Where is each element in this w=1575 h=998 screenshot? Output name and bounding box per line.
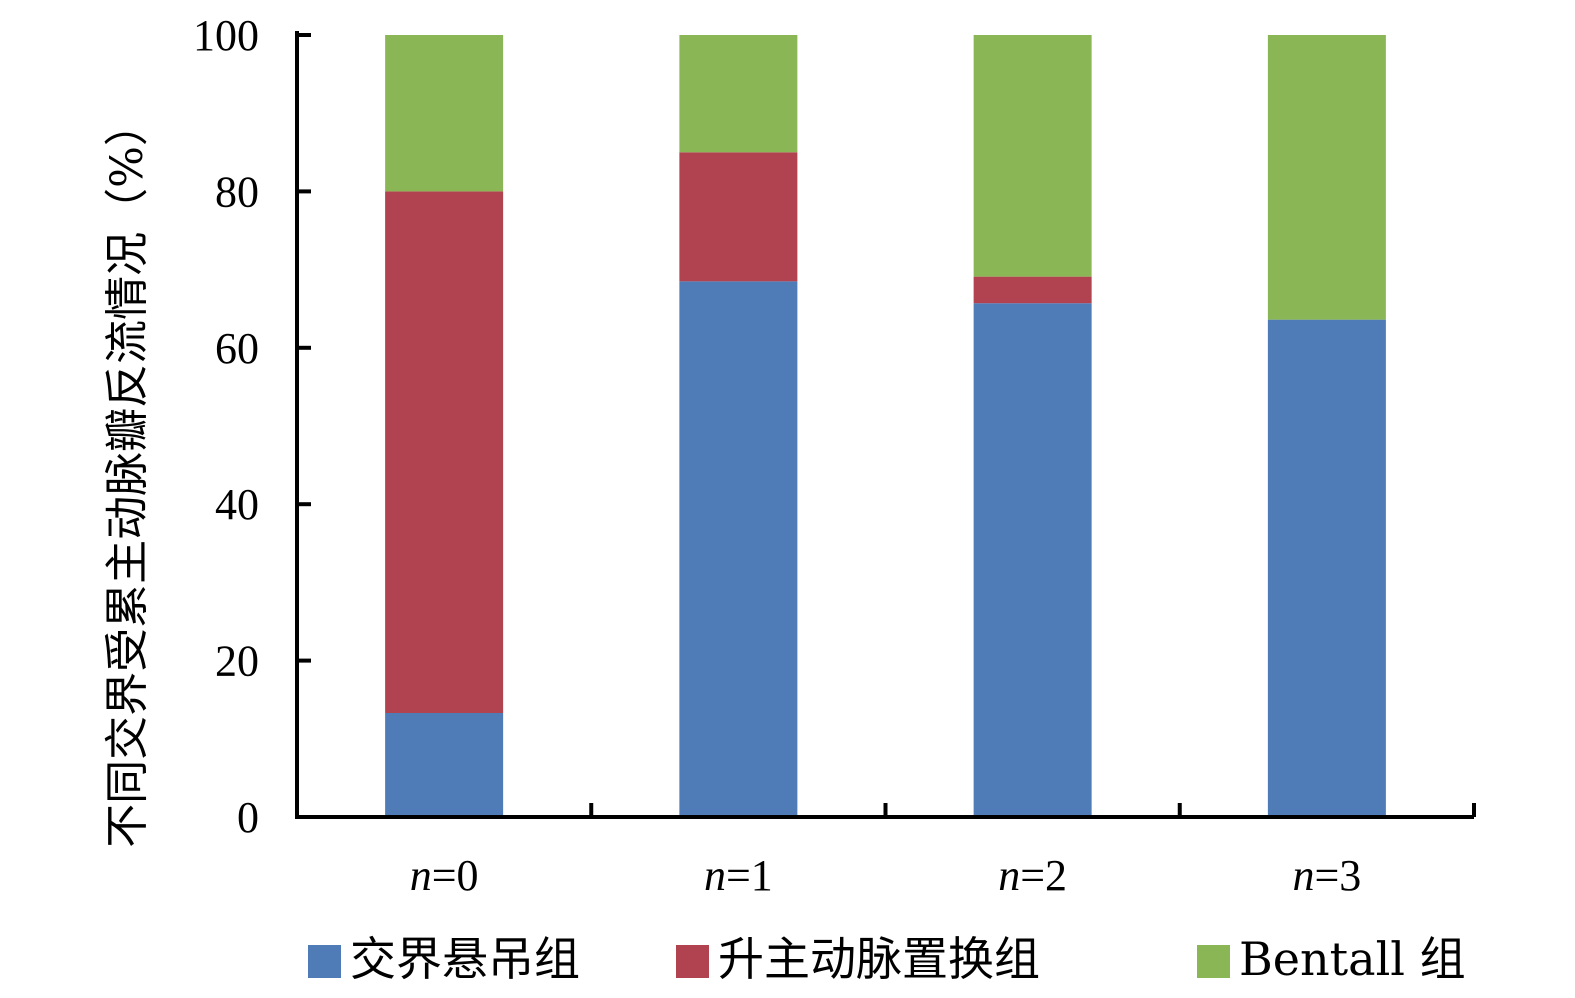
- x-labels-group: n=0 n=1 n=2 n=3: [410, 851, 1362, 900]
- y-tick-label: 0: [237, 793, 259, 842]
- y-tick-label: 60: [215, 324, 259, 373]
- legend-swatch: [676, 945, 709, 978]
- legend-label: 升主动脉置换组: [718, 932, 1040, 986]
- y-tick-label: 20: [215, 637, 259, 686]
- legend: 交界悬吊组 升主动脉置换组 Bentall 组: [308, 932, 1466, 986]
- legend-label: Bentall 组: [1239, 932, 1466, 986]
- bar-segment-3-4: [1267, 35, 1386, 320]
- x-tick-label: n=3: [1292, 851, 1361, 900]
- bar-segment-1-3: [973, 303, 1092, 817]
- y-tick-label: 100: [193, 11, 259, 60]
- bar-segment-1-1: [385, 712, 504, 817]
- x-tick-label: n=0: [410, 851, 479, 900]
- bar-segment-3-1: [385, 35, 504, 192]
- y-tick-label: 40: [215, 480, 259, 529]
- axes-group: [295, 31, 1476, 819]
- y-tick-label: 80: [215, 167, 259, 216]
- bars-group: [385, 35, 1386, 818]
- bar-segment-3-3: [973, 35, 1092, 277]
- bar-segment-1-4: [1267, 319, 1386, 817]
- legend-swatch: [308, 945, 341, 978]
- y-ticks-group: 0 20 40 60 80 100: [193, 11, 311, 842]
- bar-segment-2-3: [973, 276, 1092, 304]
- x-tick-label: n=2: [998, 851, 1067, 900]
- x-tick-label: n=1: [704, 851, 773, 900]
- bar-segment-2-1: [385, 191, 504, 713]
- legend-swatch: [1197, 945, 1230, 978]
- legend-label: 交界悬吊组: [350, 932, 580, 986]
- bar-segment-2-2: [679, 152, 798, 282]
- bar-segment-3-2: [679, 35, 798, 153]
- bar-segment-1-2: [679, 281, 798, 818]
- y-axis-label: 不同交界受累主动脉瓣反流情况（%）: [102, 102, 153, 848]
